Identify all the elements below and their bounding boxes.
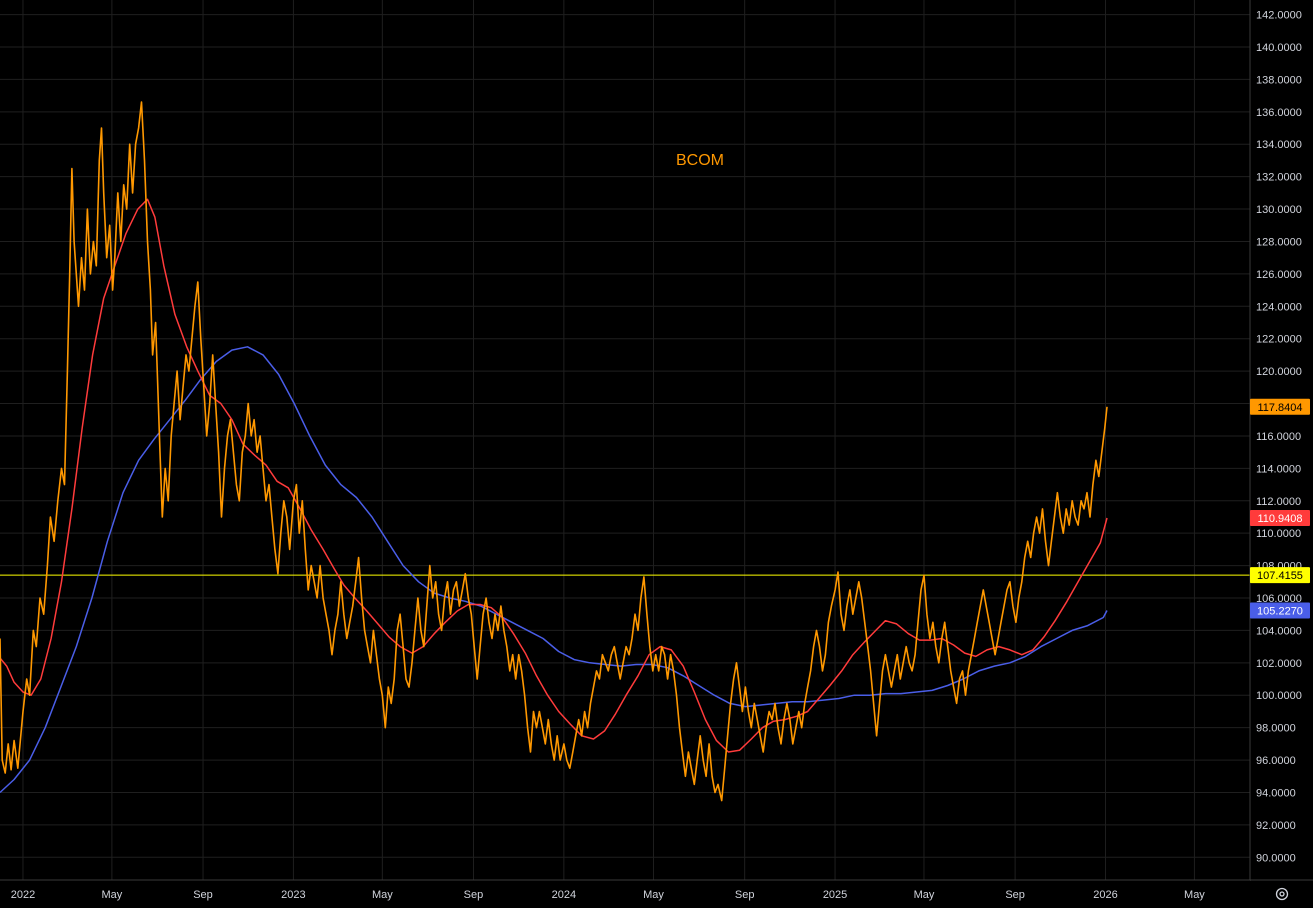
price-last-badge-background <box>1250 398 1310 415</box>
y-tick-label: 110.0000 <box>1256 528 1301 540</box>
y-tick-label: 120.0000 <box>1256 366 1302 378</box>
y-tick-label: 94.0000 <box>1256 787 1296 799</box>
y-tick-label: 128.0000 <box>1256 236 1302 248</box>
fast-ma-badge-background <box>1250 509 1310 526</box>
x-tick-label: May <box>372 889 393 901</box>
slow-ma-badge-background <box>1250 602 1310 619</box>
horizontal-level-badge: 107.4155 <box>1250 567 1310 584</box>
horizontal-level-badge-label: 107.4155 <box>1257 570 1303 582</box>
time-axis[interactable]: 2022 May Sep 2023 May Sep 2024 May Sep 2025 May Sep… <box>0 879 1313 908</box>
x-tick-label: 2026 <box>1093 889 1117 901</box>
y-tick-label: 90.0000 <box>1256 852 1296 864</box>
y-tick-labels: 90.0000 92.0000 94.0000 96.0000 98.0000 100.0… <box>1256 10 1302 865</box>
y-tick-label: 130.0000 <box>1256 204 1302 216</box>
x-tick-label: May <box>1184 889 1205 901</box>
y-tick-label: 140.0000 <box>1256 42 1302 54</box>
price-last-badge-label: 117.8404 <box>1257 402 1302 414</box>
y-tick-label: 102.0000 <box>1256 658 1302 670</box>
y-tick-label: 92.0000 <box>1256 820 1296 832</box>
fast-moving-average-line <box>0 198 1108 753</box>
x-tick-label: Sep <box>1005 889 1025 901</box>
y-tick-label: 122.0000 <box>1256 334 1302 346</box>
slow-ma-badge: 105.2270 <box>1250 602 1310 619</box>
x-tick-label: May <box>643 889 664 901</box>
y-tick-label: 134.0000 <box>1256 139 1302 151</box>
x-tick-labels: 2022 May Sep 2023 May Sep 2024 May Sep 2025 May Sep… <box>11 889 1206 901</box>
y-tick-label: 114.0000 <box>1256 463 1301 475</box>
y-tick-label: 132.0000 <box>1256 172 1302 184</box>
horizontal-level-badge-background <box>1250 567 1310 584</box>
y-tick-label: 142.0000 <box>1256 10 1302 22</box>
slow-moving-average-line <box>0 346 1108 794</box>
price-last-badge: 117.8404 <box>1250 398 1310 415</box>
x-tick-label: 2022 <box>11 889 35 901</box>
y-tick-label: 112.0000 <box>1256 496 1301 508</box>
gear-icon-inner <box>1279 891 1285 897</box>
chart-title: BCOM <box>676 152 724 169</box>
price-badges: 117.8404 110.9408 107.4155 105.2270 <box>1250 398 1310 619</box>
x-tick-label: May <box>914 889 935 901</box>
grid <box>0 0 1250 880</box>
x-tick-label: Sep <box>464 889 484 901</box>
x-tick-label: May <box>101 889 122 901</box>
series-layer <box>0 101 1108 802</box>
price-line-series <box>0 101 1108 802</box>
y-tick-label: 96.0000 <box>1256 755 1296 767</box>
y-tick-label: 126.0000 <box>1256 269 1302 281</box>
y-tick-label: 104.0000 <box>1256 625 1302 637</box>
y-tick-label: 98.0000 <box>1256 723 1296 735</box>
time-axis-background <box>0 880 1250 908</box>
y-tick-label: 138.0000 <box>1256 74 1302 86</box>
y-tick-label: 116.0000 <box>1256 431 1301 443</box>
y-tick-label: 124.0000 <box>1256 301 1302 313</box>
x-tick-label: 2025 <box>823 889 847 901</box>
x-tick-label: Sep <box>735 889 755 901</box>
price-axis-background <box>1250 0 1313 880</box>
y-tick-label: 106.0000 <box>1256 593 1302 605</box>
x-tick-label: 2023 <box>281 889 305 901</box>
gear-icon[interactable] <box>1275 887 1289 901</box>
slow-ma-badge-label: 105.2270 <box>1257 605 1303 617</box>
x-tick-label: Sep <box>193 889 213 901</box>
price-axis[interactable]: 90.0000 92.0000 94.0000 96.0000 98.0000 100.0… <box>1249 0 1313 908</box>
fast-ma-badge: 110.9408 <box>1250 509 1310 526</box>
gear-icon-outer <box>1275 887 1289 901</box>
settings-button[interactable] <box>1250 881 1313 908</box>
y-tick-label: 136.0000 <box>1256 107 1302 119</box>
settings-button-background[interactable] <box>1250 881 1313 908</box>
x-tick-label: 2024 <box>552 889 576 901</box>
fast-ma-badge-label: 110.9408 <box>1257 513 1302 525</box>
y-tick-label: 100.0000 <box>1256 690 1302 702</box>
